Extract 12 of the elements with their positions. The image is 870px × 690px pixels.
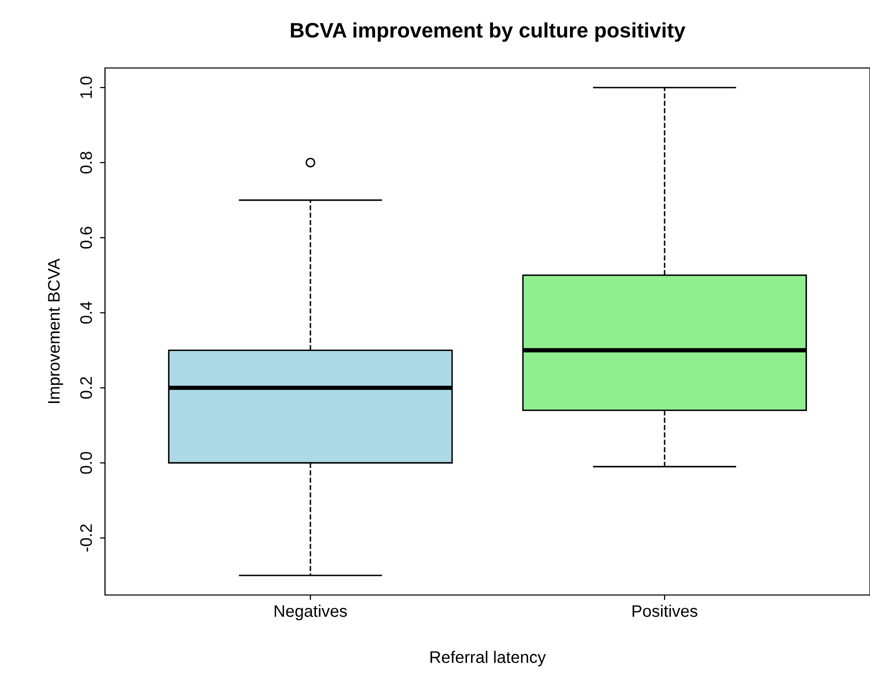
x-tick-label: Negatives: [274, 604, 347, 620]
y-tick-label: -0.2: [80, 524, 92, 552]
y-tick-label: 0.8: [80, 152, 92, 174]
y-tick-label: 0.6: [80, 226, 92, 249]
x-tick-label: Positives: [632, 604, 698, 617]
chart-title: BCVA improvement by culture positivity: [290, 22, 686, 42]
y-axis-title: Improvement BCVA: [48, 258, 64, 403]
y-tick-label: 0.4: [80, 302, 92, 324]
x-axis-title: Referral latency: [430, 650, 546, 666]
y-tick-label: 1.0: [80, 76, 92, 98]
y-tick-label: 0.2: [80, 377, 92, 399]
y-tick-label: 0.0: [80, 452, 92, 474]
